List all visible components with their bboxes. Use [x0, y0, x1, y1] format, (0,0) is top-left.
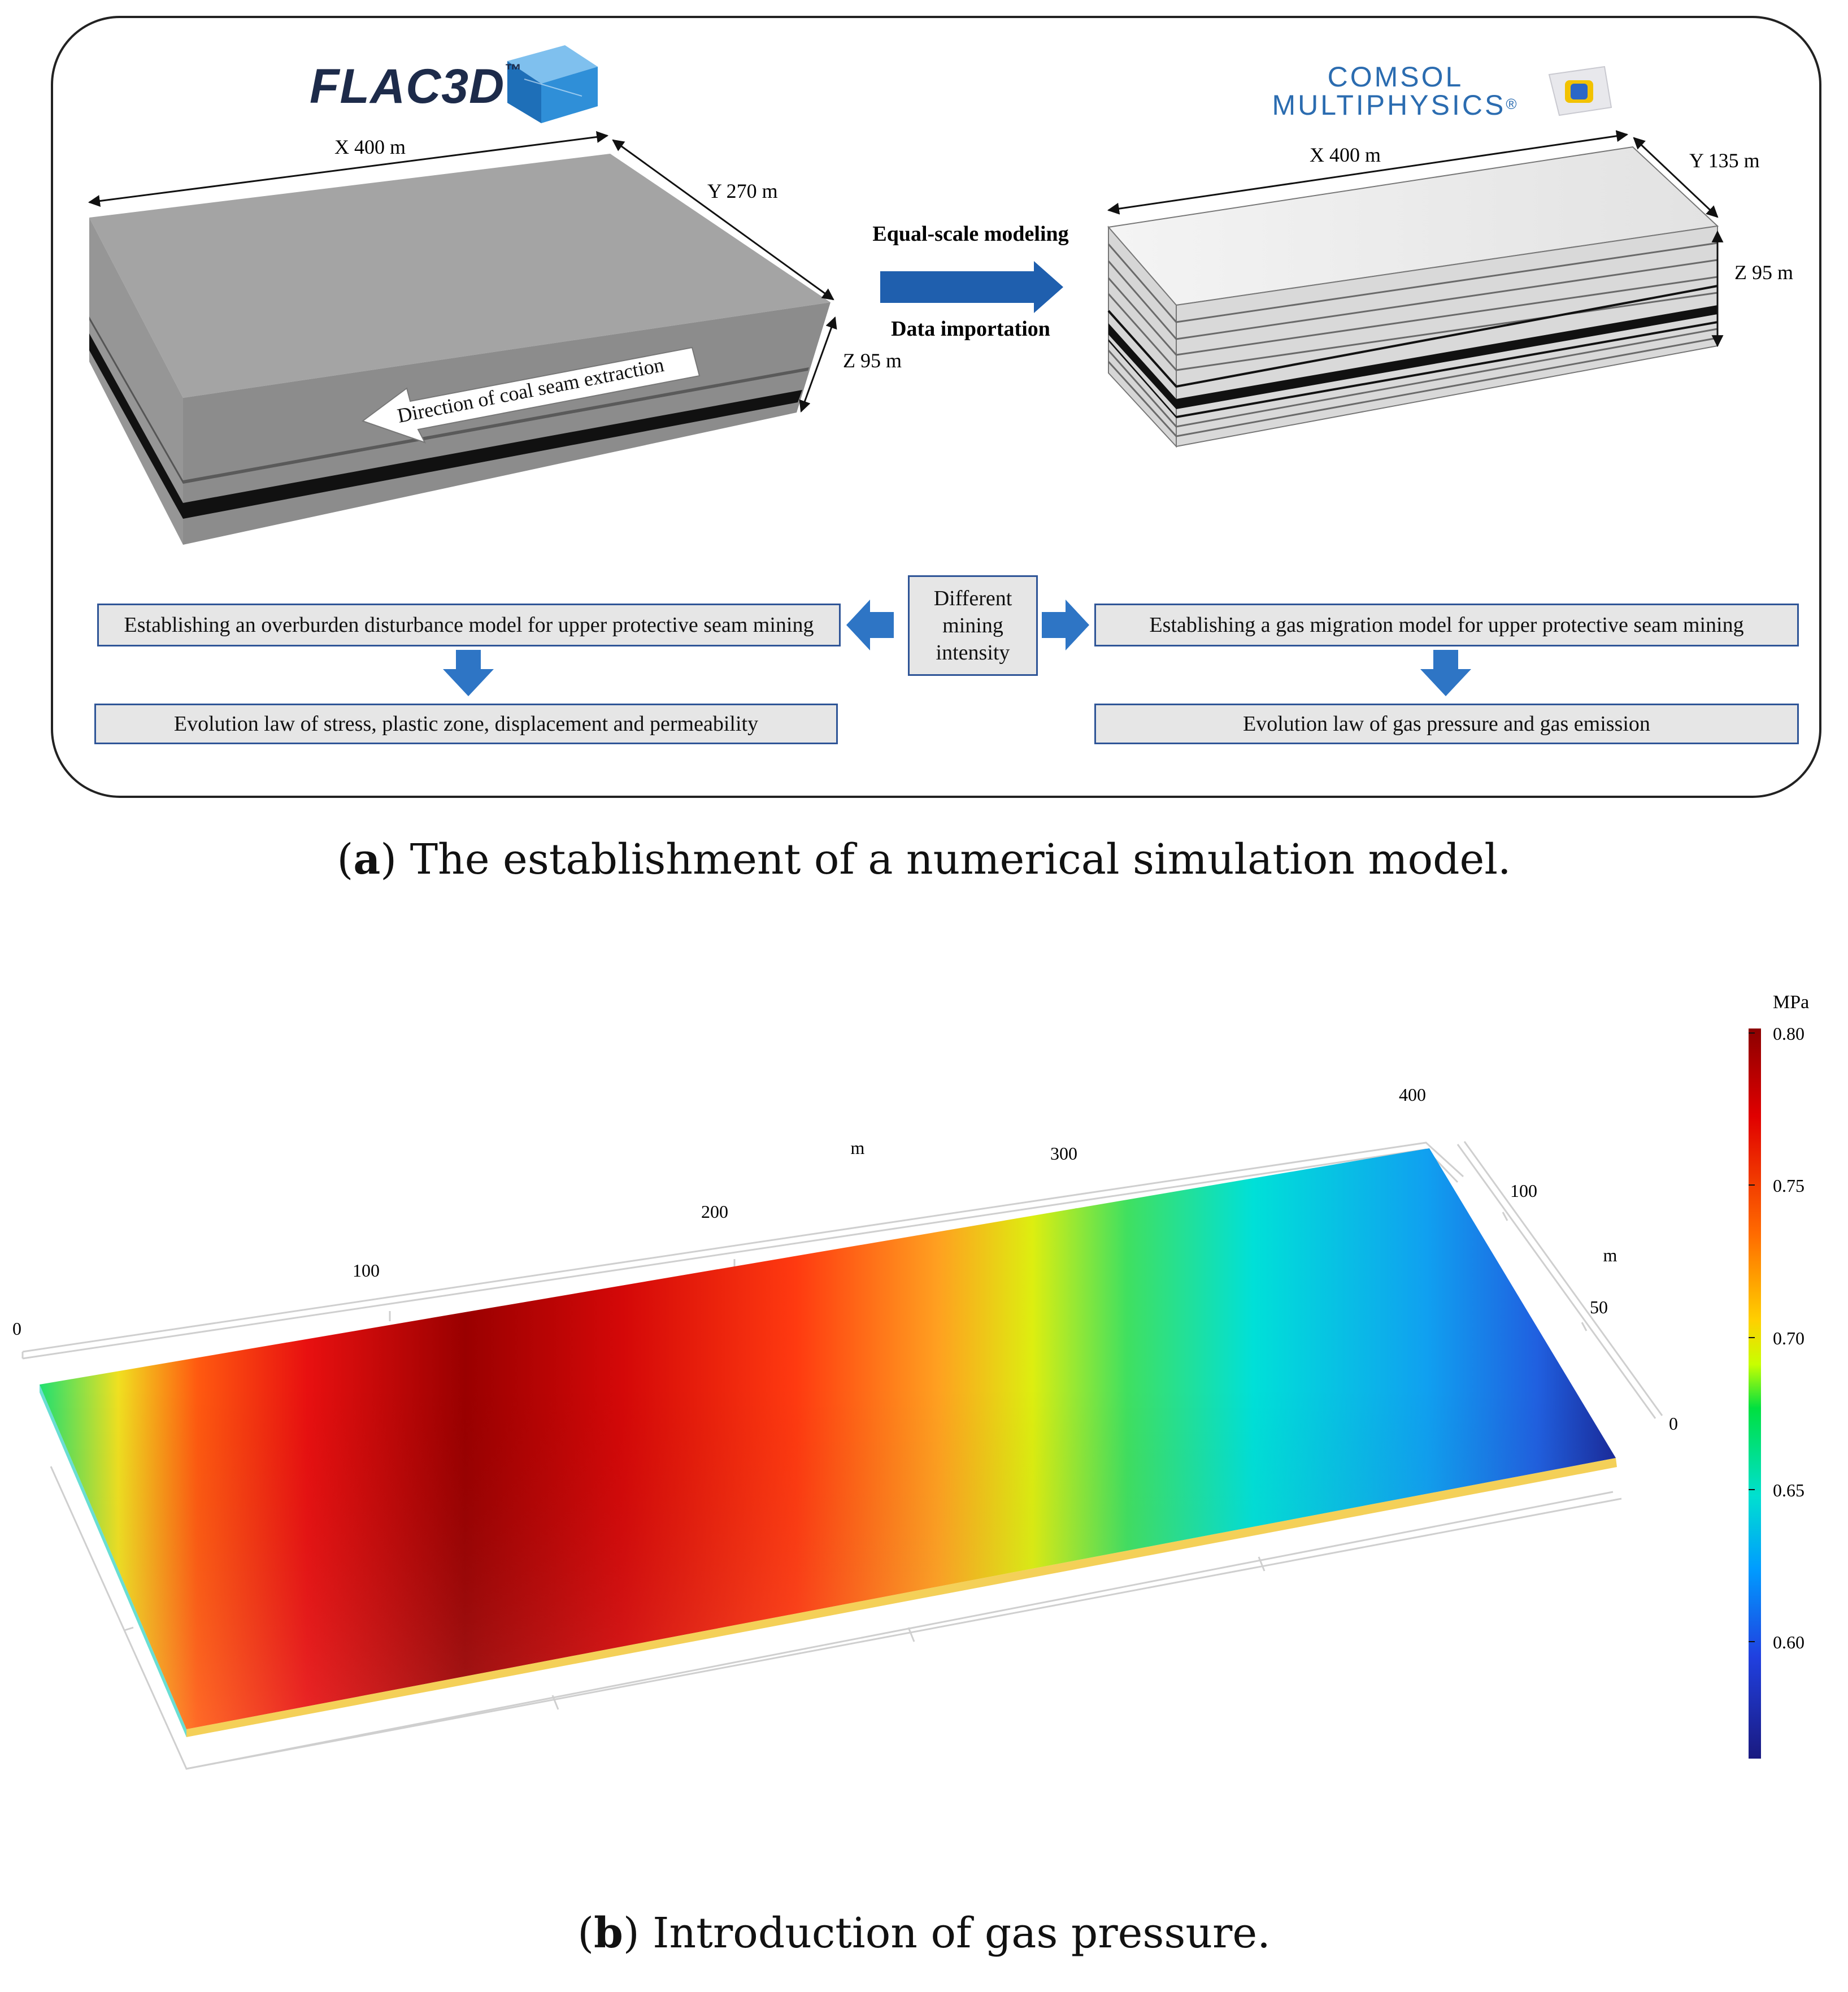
y-axis-unit: m — [1603, 1245, 1617, 1265]
right-x-dimension-line — [1107, 130, 1629, 215]
colorbar-tick-0.65: 0.65 — [1773, 1480, 1804, 1500]
caption-a-letter: a — [353, 835, 381, 884]
comsol-logo-line1: COMSOL — [1327, 61, 1464, 93]
right-y-dimension-line — [1633, 137, 1719, 218]
left-z-dimension-line — [799, 316, 837, 413]
colorbar-tick-0.70: 0.70 — [1773, 1328, 1804, 1348]
arrow-down-right — [1420, 650, 1471, 696]
x-tick-100: 100 — [353, 1260, 380, 1281]
colorbar-tick-0.60: 0.60 — [1773, 1632, 1804, 1652]
x-axis-unit: m — [851, 1138, 865, 1158]
comsol-logo: COMSOL MULTIPHYSICS® — [1249, 63, 1542, 119]
different-mining-intensity-box: Different mining intensity — [908, 575, 1038, 676]
y-tick-0: 0 — [1669, 1413, 1678, 1434]
x-tick-labels: 0 100 200 300 400 — [12, 1084, 1426, 1339]
right-y-label: Y 135 m — [1689, 149, 1760, 172]
colorbar-ticks: 0.80 0.75 0.70 0.65 0.60 — [1749, 1023, 1804, 1652]
y-tick-100: 100 — [1510, 1181, 1537, 1201]
comsol-icon — [1548, 66, 1612, 116]
comsol-logo-mark: ® — [1506, 96, 1519, 112]
flac3d-logo: FLAC3D™ — [310, 59, 522, 115]
caption-a: (a) The establishment of a numerical sim… — [337, 835, 1511, 884]
x-tick-300: 300 — [1050, 1143, 1077, 1164]
flac3d-logo-text: FLAC3D — [310, 59, 505, 114]
x-tick-200: 200 — [701, 1201, 728, 1222]
gas-migration-model-box: Establishing a gas migration model for u… — [1094, 604, 1799, 646]
center-box-line-1: Different — [933, 587, 1012, 610]
caption-b-text: Introduction of gas pressure. — [639, 1909, 1271, 1958]
colorbar-tick-0.75: 0.75 — [1773, 1175, 1804, 1196]
left-y-label: Y 270 m — [707, 180, 778, 202]
left-x-dimension-line — [88, 131, 609, 207]
arrow-to-right-box — [1042, 600, 1089, 650]
evolution-gas-box: Evolution law of gas pressure and gas em… — [1094, 704, 1799, 744]
left-z-label: Z 95 m — [843, 349, 902, 372]
right-z-label: Z 95 m — [1734, 261, 1793, 284]
right-x-label: X 400 m — [1310, 144, 1381, 166]
gas-pressure-surface — [40, 1148, 1617, 1737]
flac3d-cube-icon — [507, 45, 598, 123]
data-importation-label: Data importation — [891, 317, 1050, 341]
arrow-to-left-box — [846, 600, 894, 650]
center-box-line-2: mining — [942, 614, 1003, 637]
comsol-logo-line2: MULTIPHYSICS — [1272, 89, 1506, 121]
colorbar-unit: MPa — [1773, 992, 1809, 1013]
x-tick-0: 0 — [12, 1318, 21, 1339]
colorbar-tick-0.80: 0.80 — [1773, 1023, 1804, 1044]
left-y-dimension-line — [612, 139, 834, 301]
equal-scale-label: Equal-scale modeling — [872, 222, 1068, 246]
colorbar — [1749, 1028, 1761, 1759]
flac3d-tm: ™ — [505, 61, 523, 80]
left-x-label: X 400 m — [334, 136, 406, 158]
arrow-down-left — [443, 650, 494, 696]
transfer-arrow — [880, 261, 1063, 313]
center-box-line-3: intensity — [936, 641, 1010, 665]
caption-a-text: The establishment of a numerical simulat… — [397, 835, 1511, 884]
caption-b-letter: b — [594, 1909, 623, 1958]
y-tick-labels: 0 50 100 — [1510, 1181, 1678, 1434]
x-tick-400: 400 — [1399, 1084, 1426, 1105]
overburden-model-box: Establishing an overburden disturbance m… — [97, 604, 841, 646]
evolution-stress-box: Evolution law of stress, plastic zone, d… — [94, 704, 838, 744]
caption-b: (b) Introduction of gas pressure. — [577, 1909, 1271, 1958]
y-tick-50: 50 — [1590, 1297, 1608, 1317]
